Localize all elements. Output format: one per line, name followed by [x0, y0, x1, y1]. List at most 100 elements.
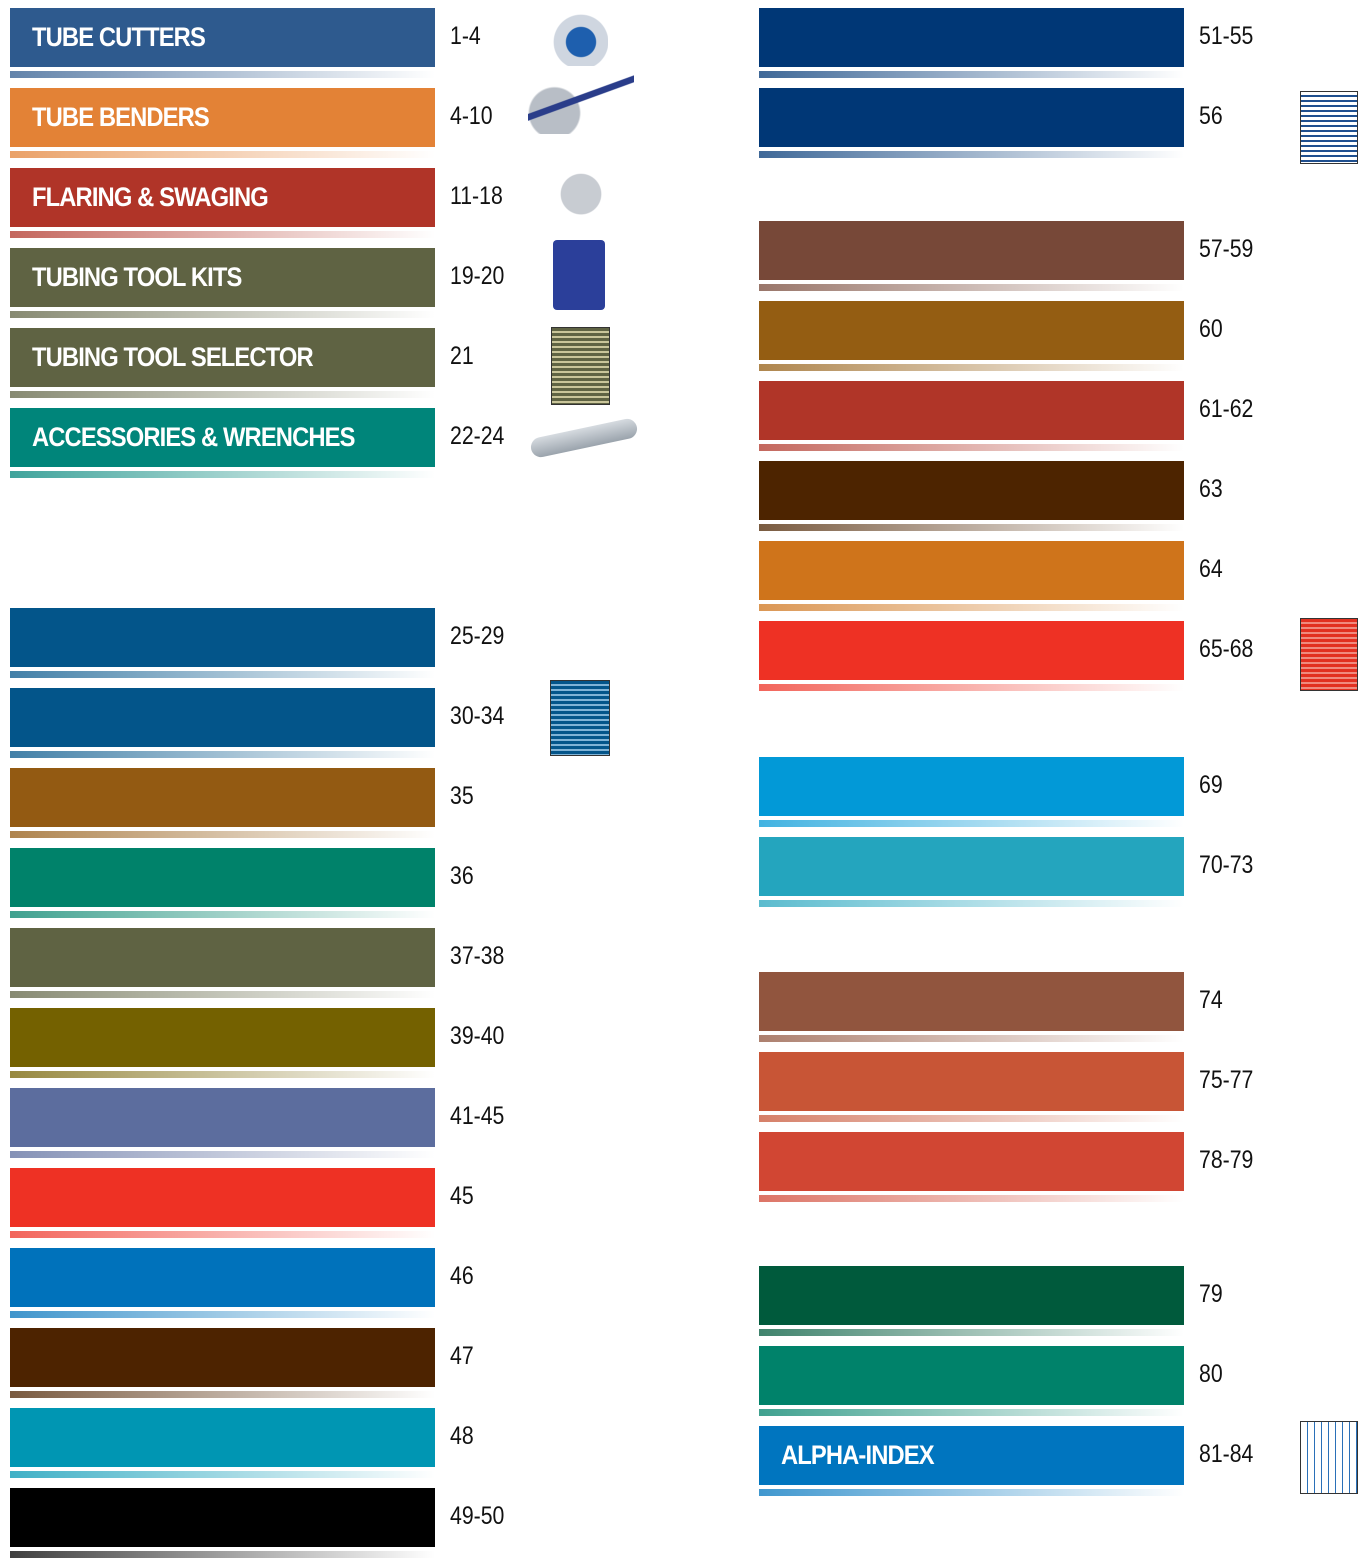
- page-range: 25-29: [450, 622, 505, 650]
- section-bar: ALPHA-INDEX: [759, 1426, 1184, 1485]
- page-range: 65-68: [1199, 635, 1254, 663]
- section-stripe: [10, 991, 435, 998]
- page-range: 47: [450, 1342, 474, 1370]
- tool-icon: [528, 74, 634, 134]
- section-stripe: [759, 900, 1184, 907]
- section-bar: [10, 1088, 435, 1147]
- section-bar: [759, 8, 1184, 67]
- page-range: 48: [450, 1422, 474, 1450]
- section-bar: [759, 461, 1184, 520]
- section-bar: [10, 848, 435, 907]
- section-stripe: [759, 71, 1184, 78]
- doc-thumbnail: [1300, 618, 1358, 691]
- section-stripe: [10, 1391, 435, 1398]
- section-bar: TUBE BENDERS: [10, 88, 435, 147]
- section-bar: [759, 301, 1184, 360]
- section-bar: [759, 621, 1184, 680]
- section-stripe: [759, 151, 1184, 158]
- section-stripe: [759, 604, 1184, 611]
- page-range: 37-38: [450, 942, 505, 970]
- page-range: 39-40: [450, 1022, 505, 1050]
- tool-icon: [545, 160, 617, 222]
- page-range: 80: [1199, 1360, 1223, 1388]
- page-range: 30-34: [450, 702, 505, 730]
- page-range: 57-59: [1199, 235, 1254, 263]
- section-stripe: [759, 444, 1184, 451]
- section-title: TUBE CUTTERS: [32, 22, 206, 52]
- section-title: TUBE BENDERS: [32, 102, 210, 132]
- section-stripe: [759, 1115, 1184, 1122]
- page-range: 60: [1199, 315, 1223, 343]
- section-bar: [759, 757, 1184, 816]
- page-range: 46: [450, 1262, 474, 1290]
- section-stripe: [10, 1231, 435, 1238]
- page-range: 49-50: [450, 1502, 505, 1530]
- section-stripe: [10, 671, 435, 678]
- page-range: 78-79: [1199, 1146, 1254, 1174]
- doc-thumbnail: [550, 680, 610, 756]
- page-range: 22-24: [450, 422, 505, 450]
- page-range: 36: [450, 862, 474, 890]
- section-bar: [10, 608, 435, 667]
- section-stripe: [10, 231, 435, 238]
- page-range: 61-62: [1199, 395, 1254, 423]
- section-bar: [759, 381, 1184, 440]
- section-stripe: [759, 1329, 1184, 1336]
- section-bar: [10, 688, 435, 747]
- section-stripe: [759, 284, 1184, 291]
- section-bar: [10, 1488, 435, 1547]
- section-stripe: [759, 524, 1184, 531]
- section-stripe: [759, 1195, 1184, 1202]
- page-range: 69: [1199, 771, 1223, 799]
- page-range: 41-45: [450, 1102, 505, 1130]
- section-stripe: [759, 364, 1184, 371]
- section-bar: TUBING TOOL SELECTOR: [10, 328, 435, 387]
- page-range: 1-4: [450, 22, 481, 50]
- page-range: 74: [1199, 986, 1223, 1014]
- page-range: 19-20: [450, 262, 505, 290]
- doc-thumbnail: [1300, 91, 1358, 164]
- section-title: TUBING TOOL KITS: [32, 262, 242, 292]
- section-bar: [759, 837, 1184, 896]
- section-bar: [759, 88, 1184, 147]
- section-bar: [10, 1008, 435, 1067]
- section-stripe: [10, 911, 435, 918]
- page-range: 70-73: [1199, 851, 1254, 879]
- section-stripe: [10, 831, 435, 838]
- section-bar: TUBE CUTTERS: [10, 8, 435, 67]
- section-stripe: [10, 1151, 435, 1158]
- section-bar: [10, 1248, 435, 1307]
- section-bar: [10, 1168, 435, 1227]
- section-stripe: [10, 1471, 435, 1478]
- section-bar: [759, 541, 1184, 600]
- page-range: 81-84: [1199, 1440, 1254, 1468]
- section-stripe: [10, 391, 435, 398]
- tool-icon: [529, 416, 639, 460]
- page-range: 51-55: [1199, 22, 1254, 50]
- page-range: 56: [1199, 102, 1223, 130]
- section-bar: [759, 972, 1184, 1031]
- doc-thumbnail: [551, 327, 610, 405]
- page-range: 21: [450, 342, 474, 370]
- section-title: TUBING TOOL SELECTOR: [32, 342, 314, 372]
- section-title: ALPHA-INDEX: [781, 1440, 935, 1470]
- page-range: 64: [1199, 555, 1223, 583]
- page-range: 45: [450, 1182, 474, 1210]
- section-stripe: [10, 151, 435, 158]
- page-range: 35: [450, 782, 474, 810]
- page-range: 11-18: [450, 182, 503, 210]
- section-bar: [10, 928, 435, 987]
- section-stripe: [759, 1489, 1184, 1496]
- section-bar: TUBING TOOL KITS: [10, 248, 435, 307]
- tool-icon: [548, 6, 608, 66]
- section-bar: [759, 1266, 1184, 1325]
- section-stripe: [10, 471, 435, 478]
- section-stripe: [10, 1311, 435, 1318]
- section-bar: [759, 1132, 1184, 1191]
- section-stripe: [759, 820, 1184, 827]
- section-stripe: [759, 684, 1184, 691]
- section-title: FLARING & SWAGING: [32, 182, 269, 212]
- section-stripe: [759, 1035, 1184, 1042]
